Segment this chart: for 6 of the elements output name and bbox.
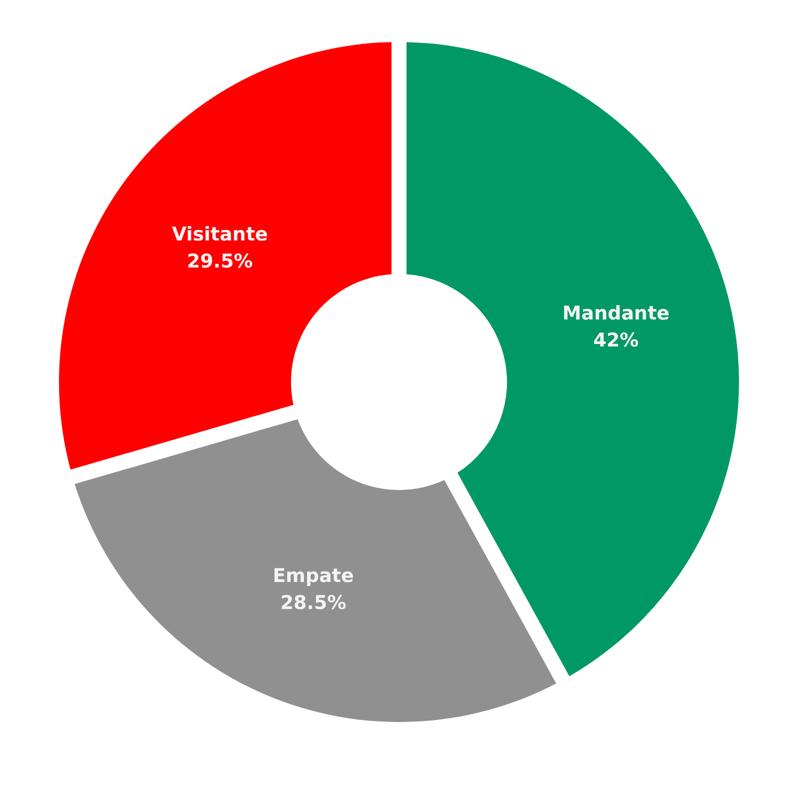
slice-label: Mandante (562, 302, 670, 324)
data-label: 28.5% (280, 592, 346, 614)
slice-label: Visitante (172, 224, 268, 246)
data-label: 29.5% (186, 250, 253, 273)
data-label: 42% (593, 329, 639, 352)
slice-label: Empate (272, 565, 354, 588)
